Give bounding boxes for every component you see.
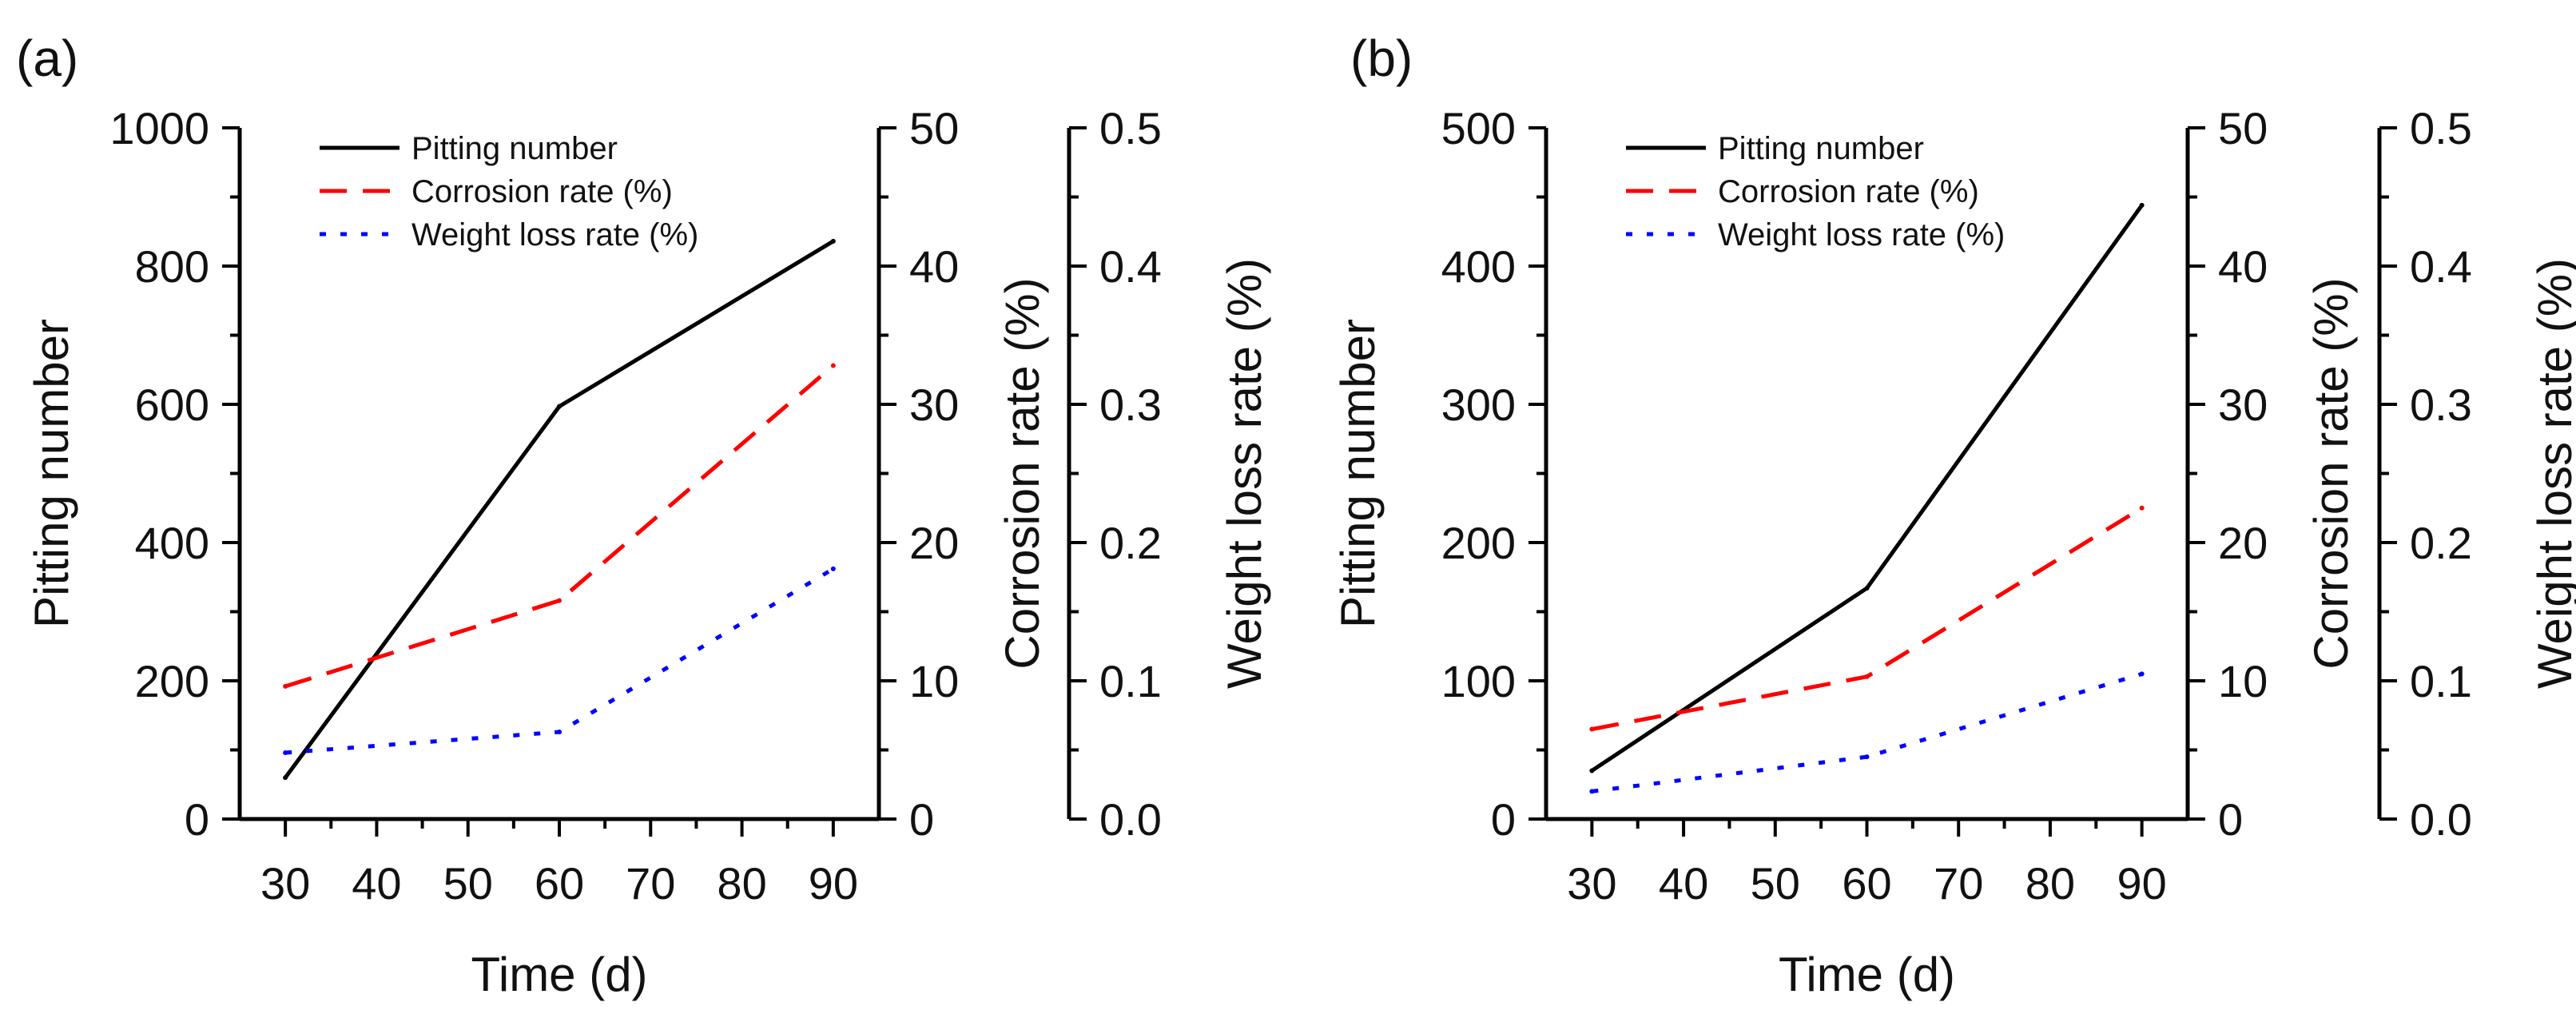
y-axis-title-pitting: Pitting number bbox=[25, 319, 78, 628]
data-point-weight bbox=[1589, 789, 1595, 794]
data-point-pitting bbox=[830, 238, 836, 244]
data-point-corrosion bbox=[557, 598, 562, 603]
x-tick-label: 90 bbox=[809, 858, 858, 909]
y-tick-label-pitting: 0 bbox=[185, 794, 209, 845]
x-tick-label: 90 bbox=[2117, 858, 2166, 909]
y-axis-title-corrosion: Corrosion rate (%) bbox=[996, 277, 1049, 669]
y-tick-label-pitting: 400 bbox=[1441, 241, 1516, 292]
y-axis-title-pitting: Pitting number bbox=[1331, 319, 1385, 628]
x-axis-title: Time (d) bbox=[471, 948, 647, 1001]
y-tick-label-weight: 0.1 bbox=[2410, 656, 2472, 706]
data-point-pitting bbox=[1864, 586, 1870, 591]
data-point-weight bbox=[557, 730, 562, 735]
y-tick-label-weight: 0.2 bbox=[1099, 518, 1162, 568]
legend-label: Pitting number bbox=[411, 131, 618, 166]
y-tick-label-weight: 0.3 bbox=[1099, 380, 1162, 430]
data-point-corrosion bbox=[2139, 505, 2145, 511]
y-tick-label-pitting: 400 bbox=[135, 518, 209, 568]
legend-label: Corrosion rate (%) bbox=[1718, 174, 1979, 209]
y-tick-label-pitting: 500 bbox=[1441, 103, 1516, 153]
y-tick-label-corrosion: 0 bbox=[2218, 794, 2243, 845]
series-line-pitting bbox=[1590, 204, 2144, 773]
x-tick-label: 60 bbox=[535, 858, 584, 909]
series-line-weight bbox=[1592, 671, 2143, 793]
series-line-corrosion bbox=[284, 364, 835, 689]
data-point-corrosion bbox=[283, 683, 288, 689]
legend-label: Corrosion rate (%) bbox=[411, 174, 673, 209]
data-point-weight bbox=[2139, 671, 2145, 677]
y-tick-label-weight: 0.4 bbox=[1099, 241, 1162, 292]
x-tick-label: 30 bbox=[260, 858, 310, 909]
legend-label: Weight loss rate (%) bbox=[411, 217, 698, 253]
y-axis-title-weight: Weight loss rate (%) bbox=[2528, 258, 2576, 689]
legend-label: Pitting number bbox=[1718, 131, 1924, 166]
series-line-corrosion bbox=[1591, 506, 2143, 732]
y-tick-label-corrosion: 10 bbox=[909, 656, 959, 706]
x-tick-label: 60 bbox=[1842, 858, 1891, 909]
y-tick-label-pitting: 100 bbox=[1441, 656, 1516, 706]
y-tick-label-corrosion: 40 bbox=[2218, 241, 2268, 292]
y-tick-label-weight: 0.0 bbox=[1099, 794, 1162, 845]
x-tick-label: 70 bbox=[626, 858, 675, 909]
y-tick-label-weight: 0.5 bbox=[2410, 103, 2472, 153]
y-tick-label-corrosion: 20 bbox=[2218, 518, 2268, 568]
x-tick-label: 40 bbox=[1659, 858, 1708, 909]
data-point-corrosion bbox=[1589, 726, 1595, 732]
data-point-pitting bbox=[557, 404, 562, 409]
y-tick-label-weight: 0.3 bbox=[2410, 380, 2472, 430]
y-axis-title-weight: Weight loss rate (%) bbox=[1218, 258, 1271, 689]
y-tick-label-pitting: 600 bbox=[135, 380, 209, 430]
y-tick-label-weight: 0.2 bbox=[2410, 518, 2472, 568]
y-tick-label-corrosion: 30 bbox=[909, 380, 959, 430]
x-tick-label: 70 bbox=[1934, 858, 1983, 909]
y-tick-label-weight: 0.5 bbox=[1099, 103, 1162, 153]
data-point-pitting bbox=[283, 775, 288, 781]
x-tick-label: 80 bbox=[717, 858, 766, 909]
y-tick-label-weight: 0.0 bbox=[2410, 794, 2472, 845]
panel-label: (b) bbox=[1350, 30, 1413, 87]
y-tick-label-corrosion: 30 bbox=[2218, 380, 2268, 430]
x-axis-title: Time (d) bbox=[1779, 948, 1955, 1001]
data-point-weight bbox=[1864, 754, 1870, 760]
panel-label: (a) bbox=[16, 30, 78, 87]
y-tick-label-pitting: 800 bbox=[135, 241, 209, 292]
y-tick-label-pitting: 1000 bbox=[109, 103, 209, 153]
y-tick-label-corrosion: 20 bbox=[909, 518, 959, 568]
data-point-pitting bbox=[2139, 202, 2145, 208]
y-tick-label-corrosion: 50 bbox=[909, 103, 959, 153]
y-tick-label-pitting: 0 bbox=[1491, 794, 1516, 845]
x-tick-label: 40 bbox=[352, 858, 401, 909]
x-tick-label: 30 bbox=[1567, 858, 1616, 909]
y-axis-title-corrosion: Corrosion rate (%) bbox=[2304, 277, 2358, 669]
y-tick-label-weight: 0.4 bbox=[2410, 241, 2472, 292]
y-tick-label-weight: 0.1 bbox=[1099, 656, 1162, 706]
legend-label: Weight loss rate (%) bbox=[1718, 217, 2005, 253]
x-tick-label: 80 bbox=[2025, 858, 2075, 909]
y-tick-label-pitting: 300 bbox=[1441, 380, 1516, 430]
data-point-weight bbox=[830, 566, 836, 571]
x-tick-label: 50 bbox=[1751, 858, 1800, 909]
series-line-pitting bbox=[284, 239, 835, 779]
data-point-pitting bbox=[1589, 768, 1595, 773]
data-point-corrosion bbox=[830, 363, 836, 368]
y-tick-label-pitting: 200 bbox=[135, 656, 209, 706]
y-tick-label-pitting: 200 bbox=[1441, 518, 1516, 568]
y-tick-label-corrosion: 50 bbox=[2218, 103, 2268, 153]
y-tick-label-corrosion: 0 bbox=[909, 794, 934, 845]
data-point-weight bbox=[283, 750, 288, 755]
y-tick-label-corrosion: 10 bbox=[2218, 656, 2268, 706]
series-line-weight bbox=[284, 567, 835, 755]
x-tick-label: 50 bbox=[443, 858, 493, 909]
data-point-corrosion bbox=[1864, 674, 1870, 679]
y-tick-label-corrosion: 40 bbox=[909, 241, 959, 292]
